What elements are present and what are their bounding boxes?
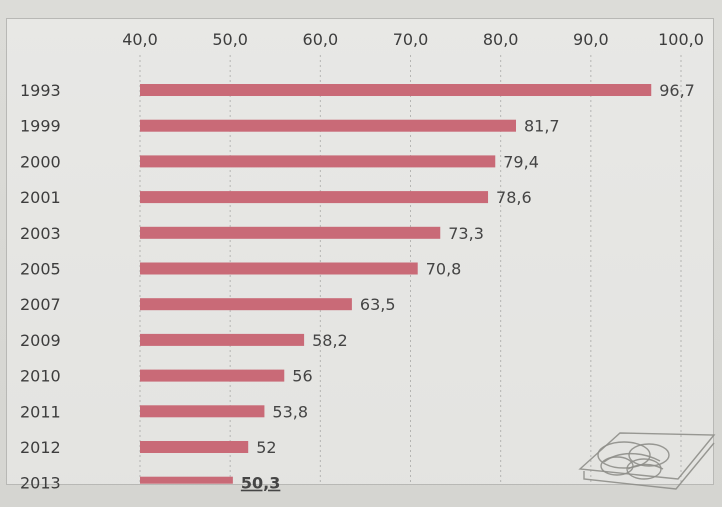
category-label-2007: 2007 <box>20 295 61 314</box>
category-label-2011: 2011 <box>20 402 61 421</box>
category-label-1993: 1993 <box>20 81 61 100</box>
bar-2012 <box>140 441 249 453</box>
bar-2007 <box>140 298 352 311</box>
bar-2010 <box>140 369 285 382</box>
value-label-2012: 52 <box>256 438 276 457</box>
category-label-1999: 1999 <box>20 117 61 136</box>
bar-2003 <box>140 226 441 239</box>
x-tick-label: 90,0 <box>573 30 609 49</box>
x-tick-label: 60,0 <box>303 30 339 49</box>
category-label-2005: 2005 <box>20 260 61 279</box>
value-label-2005: 70,8 <box>426 260 462 279</box>
bars <box>140 84 652 484</box>
value-label-2003: 73,3 <box>448 224 484 243</box>
value-label-1993: 96,7 <box>659 81 695 100</box>
category-label-2003: 2003 <box>20 224 61 243</box>
category-label-2010: 2010 <box>20 367 61 386</box>
value-label-1999: 81,7 <box>524 117 560 136</box>
bar-2001 <box>140 191 489 204</box>
value-label-2009: 58,2 <box>312 331 348 350</box>
bar-2005 <box>140 262 418 275</box>
bar-1999 <box>140 119 516 132</box>
value-label-2013: 50,3 <box>241 474 280 493</box>
x-tick-label: 70,0 <box>393 30 429 49</box>
value-label-2007: 63,5 <box>360 295 396 314</box>
value-label-2001: 78,6 <box>496 188 532 207</box>
category-label-2012: 2012 <box>20 438 61 457</box>
category-label-2013: 2013 <box>20 474 61 493</box>
category-label-2001: 2001 <box>20 188 61 207</box>
category-labels: 1993 1999 2000 2001 2003 2005 2007 2009 2010 2011… <box>20 81 61 493</box>
category-label-2009: 2009 <box>20 331 61 350</box>
bar-1993 <box>140 84 652 96</box>
value-label-2000: 79,4 <box>503 152 539 171</box>
x-tick-label: 100,0 <box>658 30 704 49</box>
category-label-2000: 2000 <box>20 152 61 171</box>
bar-2013 <box>140 476 233 484</box>
x-tick-label: 80,0 <box>483 30 519 49</box>
value-label-2011: 53,8 <box>272 402 308 421</box>
bar-2009 <box>140 333 305 346</box>
bar-2011 <box>140 405 265 418</box>
bread-illustration-icon <box>578 432 716 490</box>
value-labels: 96,7 81,7 79,4 78,6 73,3 70,8 63,5 58,256 53,8 52… <box>241 81 695 493</box>
x-tick-label: 50,0 <box>212 30 248 49</box>
value-label-2010: 56 <box>292 367 312 386</box>
x-tick-labels: 40,0 50,0 60,0 70,0 80,0 90,0 100,0 <box>122 30 704 49</box>
bar-2000 <box>140 155 496 168</box>
x-tick-label: 40,0 <box>122 30 158 49</box>
